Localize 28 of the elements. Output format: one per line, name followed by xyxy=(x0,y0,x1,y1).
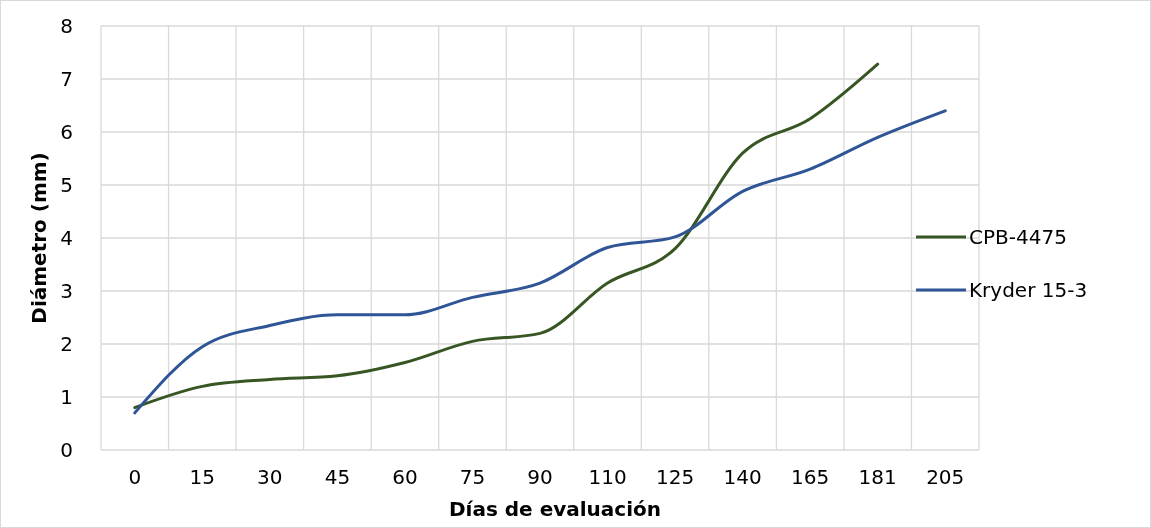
x-tick-label: 15 xyxy=(189,465,216,489)
y-tick-label: 8 xyxy=(60,14,73,38)
line-series xyxy=(133,62,880,410)
legend-label: Kryder 15-3 xyxy=(969,278,1088,302)
x-axis-title: Días de evaluación xyxy=(448,497,662,521)
y-tick-label: 5 xyxy=(60,173,73,197)
y-tick-label: 3 xyxy=(60,279,73,303)
x-tick-label: 165 xyxy=(791,465,830,489)
x-tick-label: 125 xyxy=(655,465,695,489)
y-axis-title: Diámetro (mm) xyxy=(27,152,51,324)
x-tick-label: 110 xyxy=(588,465,627,489)
y-tick-label: 7 xyxy=(60,67,73,91)
x-tick-label: 60 xyxy=(392,465,418,489)
y-tick-label: 6 xyxy=(60,120,73,144)
line-series xyxy=(133,109,947,415)
x-tick-label: 75 xyxy=(459,465,486,489)
legend-label: CPB-4475 xyxy=(969,225,1067,249)
x-tick-label: 30 xyxy=(257,465,283,489)
y-tick-label: 0 xyxy=(60,438,73,462)
y-tick-label: 1 xyxy=(60,385,73,409)
x-tick-label: 181 xyxy=(858,465,897,489)
x-tick-label: 90 xyxy=(527,465,553,489)
y-tick-label: 4 xyxy=(60,226,73,250)
x-tick-label: 45 xyxy=(324,465,351,489)
x-tick-label: 0 xyxy=(128,465,142,489)
x-tick-label: 205 xyxy=(926,465,965,489)
x-tick-label: 140 xyxy=(723,465,762,489)
y-tick-label: 2 xyxy=(60,332,73,356)
